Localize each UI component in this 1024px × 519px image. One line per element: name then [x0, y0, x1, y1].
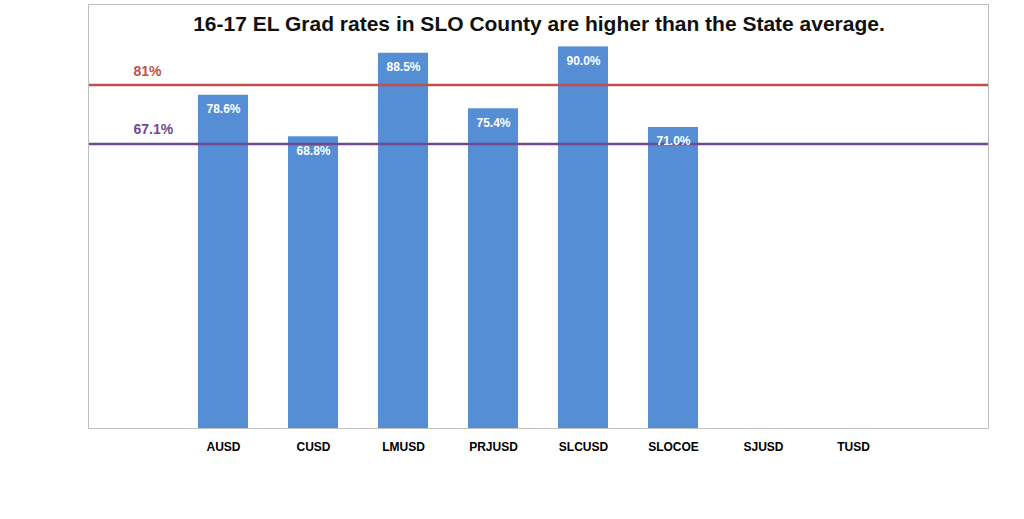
svg-text:CUSD: CUSD	[296, 440, 330, 454]
svg-text:90.0%: 90.0%	[566, 54, 600, 68]
svg-text:81%: 81%	[134, 63, 163, 79]
svg-text:SJUSD: SJUSD	[743, 440, 783, 454]
svg-text:78.6%: 78.6%	[206, 102, 240, 116]
svg-text:SLCUSD: SLCUSD	[559, 440, 609, 454]
svg-text:AUSD: AUSD	[206, 440, 240, 454]
svg-text:PRJUSD: PRJUSD	[469, 440, 518, 454]
svg-text:88.5%: 88.5%	[386, 60, 420, 74]
svg-text:75.4%: 75.4%	[476, 116, 510, 130]
svg-text:TUSD: TUSD	[837, 440, 870, 454]
svg-text:67.1%: 67.1%	[134, 121, 174, 137]
svg-text:68.8%: 68.8%	[296, 144, 330, 158]
svg-text:LMUSD: LMUSD	[382, 440, 425, 454]
svg-text:71.0%: 71.0%	[656, 134, 690, 148]
svg-text:SLOCOE: SLOCOE	[648, 440, 699, 454]
html-text:16-17 EL Grad rates in SLO Cou: 16-17 EL Grad rates in SLO County are hi…	[193, 12, 885, 35]
